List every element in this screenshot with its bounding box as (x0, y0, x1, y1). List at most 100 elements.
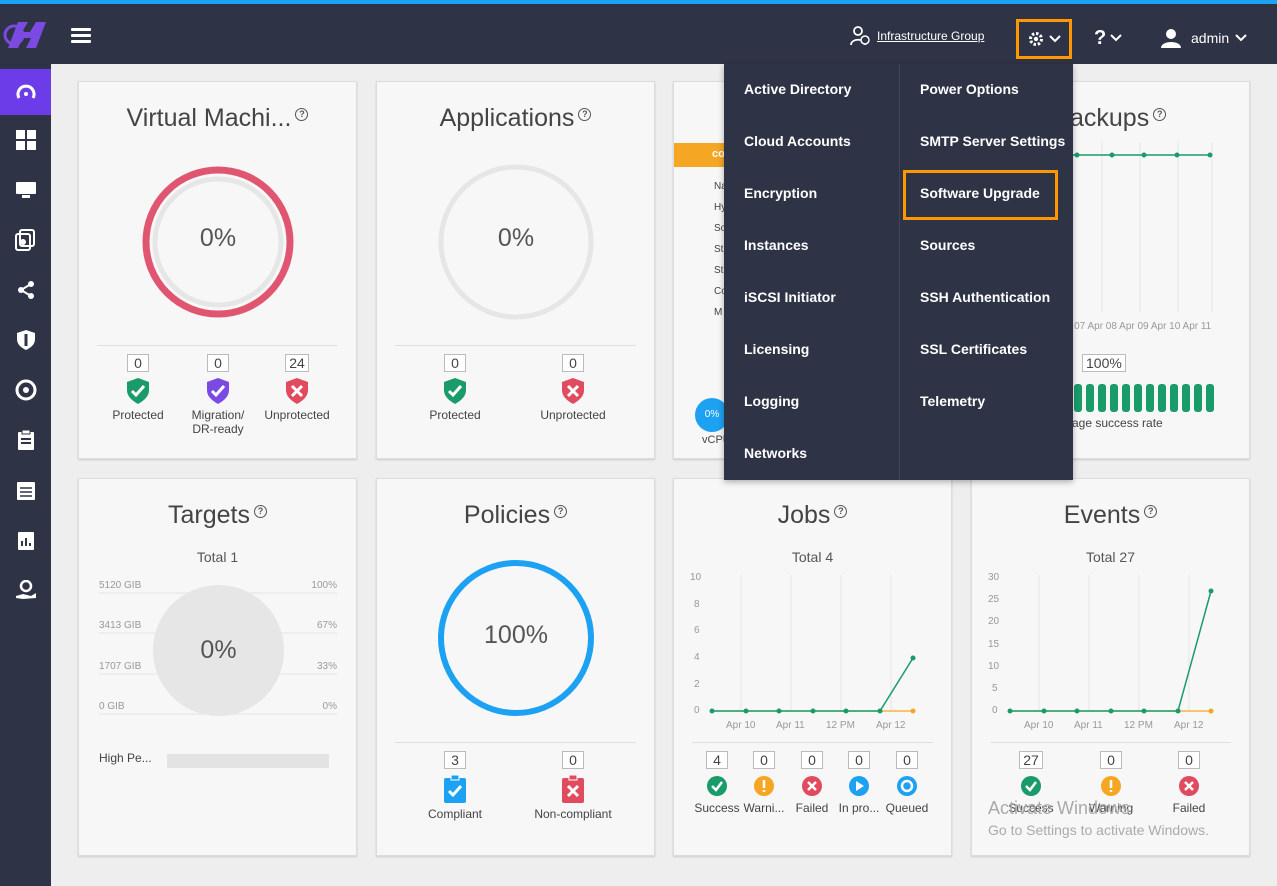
sidebar (0, 64, 51, 886)
apps-percent: 0% (497, 224, 535, 252)
sidebar-item-calendar[interactable] (0, 467, 51, 513)
settings-button[interactable] (1016, 19, 1072, 59)
help-circle-icon[interactable]: ? (1153, 108, 1167, 121)
help-circle-icon[interactable]: ? (554, 505, 568, 518)
sidebar-item-security[interactable] (0, 317, 51, 363)
check-circle-icon (707, 776, 727, 796)
queued-circle-icon (897, 776, 917, 796)
user-menu-button[interactable]: admin (1161, 26, 1247, 50)
events-stat-success[interactable]: 27 Success (1008, 751, 1054, 815)
apps-stat-protected[interactable]: 0 Protected (429, 354, 481, 422)
lifebuoy-icon (15, 379, 36, 401)
policies-stat-noncompliant[interactable]: 0 Non-compliant (534, 751, 612, 821)
sidebar-item-storage[interactable] (0, 217, 51, 263)
menu-item-instances[interactable]: Instances (744, 237, 809, 253)
group-switcher[interactable]: Infrastructure Group (849, 24, 984, 48)
monitor-icon (15, 182, 36, 198)
events-stat-failed[interactable]: 0 Failed (1172, 751, 1206, 815)
app-logo-icon[interactable] (2, 18, 48, 52)
backups-rate-label: rage success rate (1068, 416, 1163, 430)
vm-stat-unprotected[interactable]: 24 Unprotected (264, 354, 330, 422)
menu-item-telemetry[interactable]: Telemetry (920, 393, 986, 409)
warning-circle-icon (1101, 776, 1121, 796)
backups-chart (1072, 142, 1213, 312)
backups-x-labels: r 07 Apr 08 Apr 09 Apr 10 Apr 11 (1068, 321, 1212, 332)
vcpu-badge: 0% (695, 398, 729, 432)
x-circle-icon (802, 776, 822, 796)
menu-item-active-directory[interactable]: Active Directory (744, 81, 852, 97)
help-circle-icon[interactable]: ? (834, 505, 848, 518)
targets-card: Targets? Total 1 5120 GIB 3413 GIB 1707 … (78, 478, 357, 856)
vcpu-label: vCPU (702, 434, 731, 446)
jobs-total: Total 4 (791, 549, 834, 565)
menu-item-smtp-server-settings[interactable]: SMTP Server Settings (920, 133, 1066, 149)
menu-item-software-upgrade[interactable]: Software Upgrade (920, 185, 1040, 201)
jobs-stat-success[interactable]: 4 Success (694, 751, 740, 815)
jobs-chart (709, 575, 916, 714)
help-circle-icon[interactable]: ? (295, 108, 309, 121)
apps-stat-unprotected[interactable]: 0 Unprotected (540, 354, 606, 422)
sidebar-item-support[interactable] (0, 567, 51, 613)
share-icon (17, 281, 34, 299)
events-stat-warning[interactable]: 0 Warning (1088, 751, 1134, 815)
sidebar-item-machines[interactable] (0, 167, 51, 213)
backups-rate: 100% (1082, 354, 1126, 372)
vm-stat-protected[interactable]: 0 Protected (112, 354, 164, 422)
dashboard-gauge-icon (16, 84, 35, 99)
shield-x-icon (562, 378, 584, 404)
group-switch-icon (850, 26, 870, 46)
policies-donut (438, 560, 594, 716)
shield-check-icon (444, 378, 466, 404)
targets-donut (153, 585, 284, 716)
apps-card: Applications? 0% 0 Protected 0 Unprotect… (376, 81, 655, 459)
menu-item-ssl-certificates[interactable]: SSL Certificates (920, 341, 1028, 357)
sidebar-item-reports[interactable] (0, 517, 51, 563)
jobs-card: Jobs? Total 4 10 8 6 4 2 0 Apr 10 Apr 11… (673, 478, 952, 856)
shield-x-icon (286, 378, 308, 404)
settings-menu-left-column: Active Directory Cloud Accounts Encrypti… (724, 64, 899, 480)
shield-icon (16, 330, 35, 350)
menu-item-cloud-accounts[interactable]: Cloud Accounts (744, 133, 851, 149)
jobs-stat-queued[interactable]: 0 Queued (885, 751, 929, 815)
menu-item-networks[interactable]: Networks (744, 445, 808, 461)
policies-card-title: Policies? (377, 501, 654, 530)
sidebar-item-grid[interactable] (0, 117, 51, 163)
help-circle-icon[interactable]: ? (1144, 505, 1158, 518)
menu-item-licensing[interactable]: Licensing (744, 341, 810, 357)
infra-list: Na Hy So St St Co M (714, 181, 727, 318)
targets-card-title: Targets? (79, 501, 356, 530)
targets-row-label: High Pe... (99, 751, 152, 765)
menu-item-encryption[interactable]: Encryption (744, 185, 818, 201)
help-circle-icon[interactable]: ? (253, 505, 267, 518)
top-bar: Infrastructure Group ? admin (0, 0, 1277, 64)
x-circle-icon (1179, 776, 1199, 796)
sidebar-item-recovery[interactable] (0, 367, 51, 413)
play-circle-icon (849, 776, 869, 796)
gear-icon (1029, 32, 1043, 46)
sidebar-item-share[interactable] (0, 267, 51, 313)
menu-item-power-options[interactable]: Power Options (920, 81, 1019, 97)
vm-percent: 0% (199, 224, 237, 252)
jobs-stat-warning[interactable]: 0 Warni... (743, 751, 785, 815)
help-circle-icon[interactable]: ? (578, 108, 592, 121)
jobs-stat-inprogress[interactable]: 0 In pro... (838, 751, 880, 815)
menu-item-sources[interactable]: Sources (920, 237, 976, 253)
report-icon (17, 532, 34, 550)
help-label: ? (1094, 26, 1107, 49)
menu-item-logging[interactable]: Logging (744, 393, 800, 409)
vm-card-title: Virtual Machi...? (79, 104, 356, 133)
user-label: admin (1191, 30, 1230, 46)
hamburger-menu-icon[interactable] (71, 28, 91, 43)
help-button[interactable]: ? (1094, 26, 1122, 50)
events-card: Events? Total 27 30 25 20 15 10 5 0 Apr … (971, 478, 1250, 856)
sidebar-item-tasks[interactable] (0, 417, 51, 463)
menu-item-ssh-authentication[interactable]: SSH Authentication (920, 289, 1051, 305)
vm-stat-migration[interactable]: 0 Migration/ DR-ready (191, 354, 245, 436)
policies-stat-compliant[interactable]: 3 Compliant (427, 751, 483, 821)
menu-item-iscsi-initiator[interactable]: iSCSI Initiator (744, 289, 836, 305)
group-label: Infrastructure Group (877, 29, 985, 43)
jobs-stat-failed[interactable]: 0 Failed (795, 751, 829, 815)
activate-windows-title: Activate Windows (988, 798, 1131, 818)
shield-check-icon (207, 378, 229, 404)
sidebar-item-dashboard[interactable] (0, 69, 51, 115)
